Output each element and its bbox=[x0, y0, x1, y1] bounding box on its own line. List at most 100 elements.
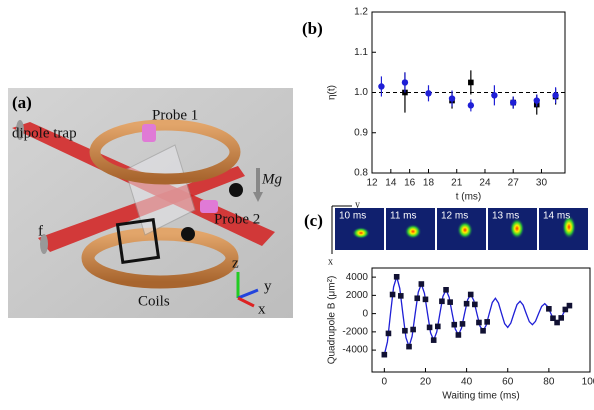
data-point bbox=[467, 102, 475, 109]
x-axis-label: Waiting time (ms) bbox=[442, 391, 519, 402]
coils-label: Coils bbox=[138, 293, 170, 309]
probe-1 bbox=[142, 124, 156, 142]
data-point bbox=[401, 79, 409, 86]
data-point bbox=[484, 319, 490, 325]
fit-line bbox=[383, 274, 570, 355]
data-point bbox=[447, 299, 453, 305]
data-point bbox=[389, 291, 396, 298]
data-point bbox=[414, 295, 421, 302]
atom-cloud bbox=[562, 215, 576, 239]
data-point bbox=[472, 301, 478, 308]
data-point bbox=[422, 296, 429, 303]
x-tick-label: 16 bbox=[404, 178, 416, 189]
data-point bbox=[463, 300, 470, 307]
data-point bbox=[552, 92, 559, 99]
data-point bbox=[562, 306, 569, 313]
coil-bottom bbox=[81, 227, 239, 289]
y-tick-label: 4000 bbox=[346, 272, 369, 283]
gravity-arrow-head bbox=[253, 192, 263, 202]
data-point bbox=[425, 90, 432, 97]
dipole-label: dipole trap bbox=[12, 125, 77, 141]
x-tick-label: 80 bbox=[543, 377, 555, 388]
x-tick-label: 20 bbox=[420, 377, 432, 388]
data-point bbox=[385, 330, 392, 337]
x-tick-label: 0 bbox=[382, 377, 388, 388]
image-axis-label: x bbox=[328, 256, 333, 267]
frame-label: 11 ms bbox=[390, 211, 417, 222]
lens bbox=[229, 183, 243, 197]
lens bbox=[16, 120, 24, 140]
glass-cell bbox=[124, 144, 196, 236]
data-point bbox=[480, 327, 486, 334]
probe-label: Probe 1 bbox=[152, 107, 198, 123]
data-point bbox=[418, 281, 425, 287]
x-tick-label: 18 bbox=[423, 178, 435, 189]
y-tick-label: 0 bbox=[362, 308, 368, 319]
data-point bbox=[455, 332, 462, 338]
atom-cloud bbox=[509, 218, 525, 239]
panel-a: (a) Probe 1 dipole trap Mg Probe 2 f Coi… bbox=[8, 88, 293, 318]
data-point bbox=[550, 315, 556, 322]
frame-label: 10 ms bbox=[339, 211, 366, 222]
y-tick-label: 1.0 bbox=[354, 87, 368, 98]
data-point bbox=[430, 337, 437, 343]
gravity-label: Mg bbox=[261, 171, 282, 187]
y-tick-label: 0.8 bbox=[354, 168, 368, 179]
panel-c-images: (c) x y 10 ms 11 ms 12 ms 13 ms 14 ms bbox=[304, 199, 588, 267]
probe-label: Probe 2 bbox=[214, 211, 260, 227]
x-tick-label: 14 bbox=[385, 178, 397, 189]
axis-label: z bbox=[232, 255, 239, 271]
axis-label: x bbox=[258, 301, 266, 317]
data-point bbox=[381, 351, 388, 358]
frame-label: 14 ms bbox=[543, 211, 570, 222]
y-tick-label: 2000 bbox=[346, 290, 369, 301]
panel-label: (a) bbox=[12, 93, 32, 112]
lens-label: f bbox=[38, 223, 43, 239]
axis-x bbox=[237, 296, 255, 308]
image-axis-label: y bbox=[355, 199, 360, 210]
panel-label: (c) bbox=[304, 211, 323, 230]
y-axis-label: Quadrupole B (μm²) bbox=[327, 276, 338, 365]
data-point bbox=[397, 293, 404, 299]
x-tick-label: 40 bbox=[461, 377, 473, 388]
y-axis-label: η(t) bbox=[327, 85, 338, 100]
x-tick-label: 27 bbox=[508, 178, 520, 189]
data-point bbox=[426, 324, 433, 331]
data-point bbox=[467, 291, 474, 298]
lens bbox=[40, 234, 48, 254]
panel-label: (b) bbox=[302, 19, 323, 38]
data-point bbox=[476, 319, 482, 326]
lens bbox=[181, 227, 195, 241]
atom-cloud bbox=[457, 221, 473, 239]
data-point bbox=[491, 92, 498, 99]
y-tick-label: 0.9 bbox=[354, 127, 368, 138]
atom-cloud bbox=[352, 227, 370, 239]
data-point bbox=[533, 97, 540, 104]
x-tick-label: 12 bbox=[366, 178, 378, 189]
data-point bbox=[439, 298, 445, 305]
frame-label: 13 ms bbox=[492, 211, 519, 222]
data-point bbox=[406, 343, 412, 350]
x-tick-label: 100 bbox=[582, 377, 594, 388]
data-point bbox=[558, 315, 565, 321]
y-tick-label: -2000 bbox=[342, 327, 368, 338]
y-tick-label: 1.1 bbox=[354, 47, 368, 58]
data-point bbox=[378, 83, 385, 90]
x-axis-label: t (ms) bbox=[456, 192, 482, 203]
data-point bbox=[566, 302, 573, 309]
x-tick-label: 30 bbox=[536, 178, 548, 189]
data-point bbox=[448, 95, 456, 102]
y-tick-label: 1.2 bbox=[354, 7, 368, 18]
data-point bbox=[468, 79, 474, 86]
data-point bbox=[546, 306, 552, 312]
coil-top bbox=[89, 119, 241, 185]
data-point bbox=[435, 323, 441, 330]
data-point bbox=[410, 326, 416, 333]
frame-label: 12 ms bbox=[441, 211, 468, 222]
data-point bbox=[402, 327, 408, 334]
data-point bbox=[393, 273, 400, 280]
axis-label: y bbox=[264, 278, 272, 294]
x-tick-label: 21 bbox=[451, 178, 463, 189]
data-point bbox=[459, 321, 466, 327]
